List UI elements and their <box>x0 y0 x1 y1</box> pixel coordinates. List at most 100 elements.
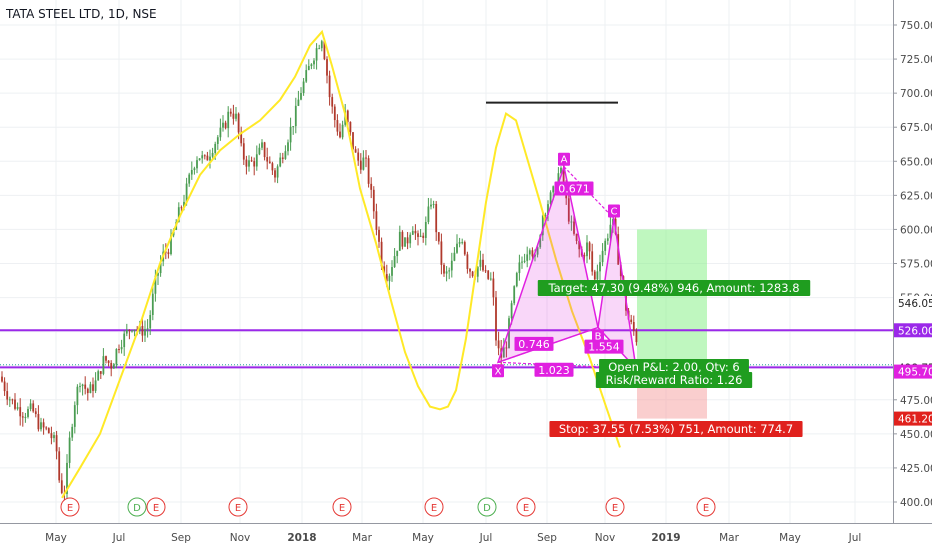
candle-body <box>375 211 378 230</box>
candle-body <box>398 231 401 251</box>
candle-body <box>112 364 115 369</box>
x-tick-label: May <box>45 532 67 544</box>
candle-body <box>115 349 118 365</box>
candle-body <box>487 270 490 279</box>
candle-body <box>570 221 573 223</box>
candle-body <box>203 155 206 157</box>
candle-body <box>302 81 305 94</box>
pattern-point-tag <box>492 364 504 378</box>
earnings-marker <box>228 497 248 517</box>
x-tick-label: Jul <box>479 532 493 544</box>
x-tick-label: Jul <box>848 532 862 544</box>
candle-body <box>248 160 250 167</box>
y-tick-label: 400.00 <box>900 497 932 509</box>
position-labels: Target: 47.30 (9.48%) 946, Amount: 1283.… <box>537 280 811 437</box>
price-tag-bg <box>894 411 932 426</box>
pnl-label-bg <box>599 359 749 375</box>
pattern-ratio-tag <box>534 362 574 377</box>
candle-body <box>567 198 570 222</box>
candle-body <box>144 329 146 336</box>
candle-body <box>362 157 365 170</box>
price-tag-label: 495.70 <box>898 367 932 379</box>
candle-body <box>235 113 237 119</box>
candle-body <box>430 204 432 207</box>
price-tag-label: 546.05 <box>898 298 932 310</box>
candle-body <box>323 41 326 60</box>
x-tick-label: May <box>779 532 801 544</box>
candle-body <box>60 480 63 493</box>
pattern-point-label: B <box>595 332 602 343</box>
candle-body <box>411 230 414 235</box>
candlestick-series <box>1 38 638 503</box>
candle-body <box>526 254 529 261</box>
y-tick-label: 475.00 <box>900 395 932 407</box>
candle-body <box>229 111 232 114</box>
candle-body <box>209 156 211 161</box>
candle-body <box>222 122 224 128</box>
candle-body <box>170 235 172 255</box>
candle-body <box>424 222 427 238</box>
event-marker-label: E <box>153 503 159 514</box>
x-tick-label: Nov <box>230 532 251 544</box>
candle-body <box>547 204 549 215</box>
event-marker-label: E <box>339 503 345 514</box>
candle-body <box>16 407 19 409</box>
pattern-ratio-label: 1.023 <box>538 364 570 377</box>
x-tick-label: Jul <box>112 532 126 544</box>
candle-body <box>294 105 297 127</box>
candle-body <box>372 189 375 212</box>
candle-body <box>435 204 438 233</box>
candle-body <box>37 414 40 430</box>
stop-label: Stop: 37.55 (7.53%) 751, Amount: 774.7 <box>559 422 793 436</box>
earnings-marker <box>60 497 80 517</box>
candle-body <box>458 242 461 244</box>
candle-body <box>29 403 32 410</box>
candle-body <box>606 238 609 241</box>
price-tag-bg <box>894 295 932 310</box>
candle-body <box>391 267 393 276</box>
candle-body <box>287 142 289 152</box>
candle-body <box>409 234 412 244</box>
candle-body <box>536 247 539 255</box>
candle-body <box>593 271 596 280</box>
candle-body <box>141 325 144 336</box>
candle-body <box>601 250 604 263</box>
candle-body <box>417 233 419 237</box>
candle-body <box>219 127 222 138</box>
candle-body <box>188 174 191 184</box>
candle-body <box>271 163 274 171</box>
candle-body <box>359 160 362 170</box>
y-tick-label: 725.00 <box>900 54 932 66</box>
candle-body <box>463 242 466 255</box>
pattern-triangle-xab <box>496 163 599 364</box>
candle-body <box>466 254 469 269</box>
candle-body <box>253 161 256 167</box>
candle-body <box>97 371 100 381</box>
candle-body <box>307 66 310 71</box>
dividend-marker <box>477 497 497 517</box>
dividend-marker <box>127 497 147 517</box>
candle-body <box>443 264 445 274</box>
candle-body <box>346 110 349 122</box>
candle-body <box>40 422 42 430</box>
candle-body <box>445 271 448 274</box>
candle-body <box>11 399 14 401</box>
candle-body <box>258 147 261 155</box>
candle-body <box>8 399 11 401</box>
candle-body <box>107 360 110 363</box>
candle-body <box>211 152 214 157</box>
candle-body <box>604 240 607 251</box>
price-tag-bg <box>894 323 932 338</box>
candle-body <box>562 167 565 188</box>
candle-body <box>320 41 323 49</box>
candle-body <box>45 427 48 429</box>
candle-body <box>380 241 383 267</box>
candle-body <box>32 403 35 412</box>
candle-body <box>216 137 219 144</box>
y-tick-label: 450.00 <box>900 429 932 441</box>
price-tag-label: 461.20 <box>898 414 932 426</box>
